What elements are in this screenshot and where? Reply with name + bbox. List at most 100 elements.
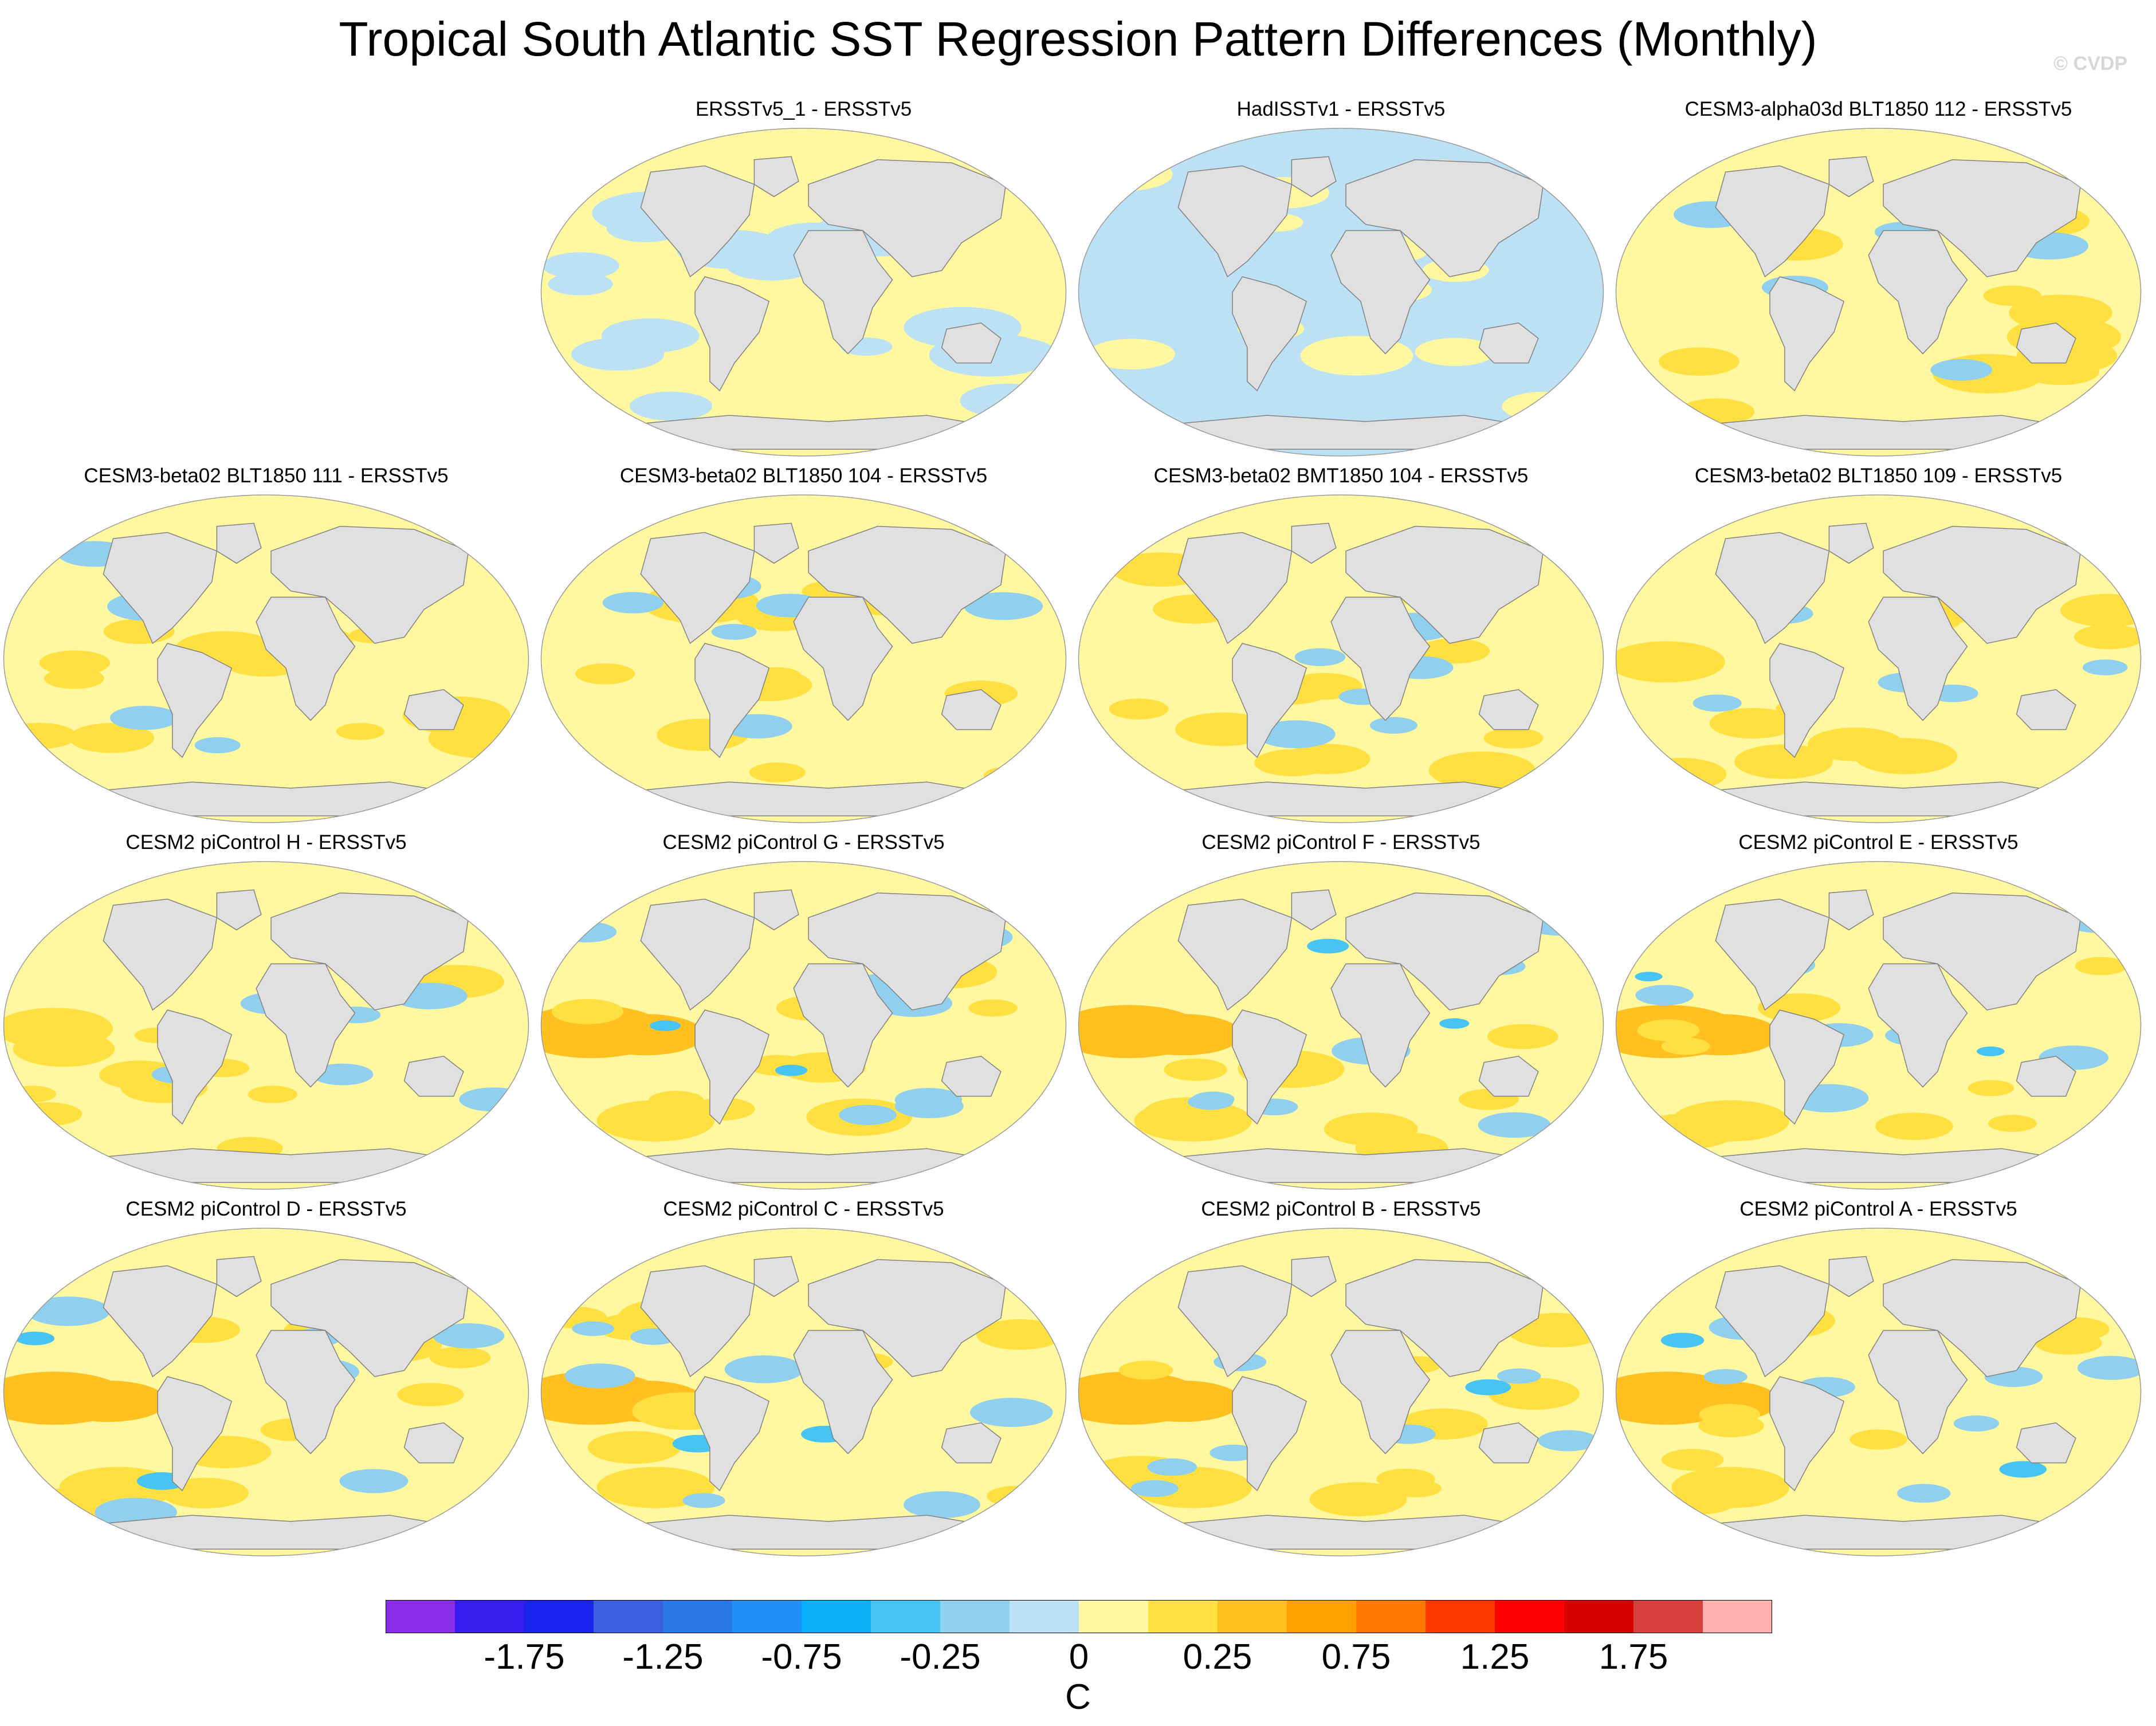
- landmass-eurasia: [1883, 526, 2082, 644]
- anomaly-region: [2075, 957, 2127, 976]
- colorbar-tick-label: -0.25: [900, 1637, 981, 1677]
- anomaly-region: [1391, 1479, 1442, 1497]
- anomaly-region: [1187, 1094, 1234, 1110]
- anomaly-region: [1999, 1461, 2047, 1478]
- anomaly-region: [1209, 1444, 1257, 1461]
- colorbar-swatch: [1425, 1600, 1495, 1633]
- colorbar-swatch: [1633, 1600, 1703, 1633]
- landmass-africa: [1330, 1330, 1431, 1454]
- world-map: [540, 861, 1067, 1190]
- panel-title: CESM3-beta02 BLT1850 111 - ERSSTv5: [84, 465, 449, 487]
- map-border: [1615, 494, 2142, 823]
- colorbar-tick-label: -1.25: [622, 1637, 704, 1677]
- colorbar-swatch: [1287, 1600, 1356, 1633]
- anomaly-region: [976, 1319, 1063, 1350]
- anomaly-region: [14, 1102, 83, 1126]
- anomaly-region: [1483, 728, 1544, 749]
- landmass-greenland: [1291, 1256, 1337, 1298]
- anomaly-region: [1163, 1106, 1240, 1134]
- landmass-eurasia: [1345, 893, 1544, 1011]
- anomaly-region: [13, 1031, 115, 1067]
- anomaly-region: [1635, 985, 1694, 1006]
- landmass-africa: [256, 1330, 356, 1454]
- landmass-eurasia: [1345, 1259, 1544, 1377]
- landmass-africa: [793, 1330, 893, 1454]
- landmass-eurasia: [270, 1259, 469, 1377]
- landmass-australia: [2016, 689, 2076, 730]
- panel-title: CESM2 piControl E - ERSSTv5: [1738, 831, 2018, 854]
- anomaly-region: [1164, 1058, 1228, 1081]
- landmass-northAmerica: [1177, 898, 1293, 1011]
- anomaly-region: [433, 1323, 505, 1348]
- landmass-antarctica: [1167, 781, 1540, 816]
- anomaly-region: [1124, 1381, 1242, 1422]
- colorbar-swatch: [1148, 1600, 1218, 1633]
- landmass-greenland: [216, 889, 262, 931]
- anomaly-region: [248, 1086, 298, 1103]
- landmass-antarctica: [630, 1148, 1003, 1183]
- landmass-australia: [2016, 1055, 2076, 1097]
- panel-title: CESM2 piControl F - ERSSTv5: [1201, 831, 1480, 854]
- landmass-australia: [941, 689, 1002, 730]
- anomaly-region: [1875, 1112, 1953, 1141]
- landmass-africa: [1330, 596, 1431, 721]
- world-map: [3, 861, 529, 1190]
- landmass-australia: [2016, 1422, 2076, 1464]
- anomaly-region: [1616, 641, 1725, 683]
- anomaly-region: [630, 391, 713, 421]
- anomaly-region: [26, 1296, 110, 1326]
- anomaly-region: [1369, 717, 1418, 734]
- anomaly-region: [472, 1276, 521, 1293]
- map-border: [540, 861, 1067, 1190]
- anomaly-region: [1734, 744, 1833, 779]
- panel-title: HadISSTv1 - ERSSTv5: [1236, 98, 1446, 120]
- landmass-northAmerica: [1715, 1265, 1830, 1378]
- anomaly-region: [1988, 1115, 2037, 1132]
- landmass-antarctica: [92, 781, 465, 816]
- anomaly-region: [548, 272, 613, 296]
- map-border: [540, 494, 1067, 823]
- anomaly-region: [1497, 1368, 1541, 1384]
- landmass-southAmerica: [694, 276, 770, 392]
- map-border: [1615, 1228, 2142, 1556]
- colorbar-swatch: [524, 1600, 594, 1633]
- anomaly-region: [970, 1398, 1053, 1427]
- anomaly-region: [3, 765, 68, 789]
- anomaly-region: [839, 1104, 897, 1125]
- world-map: [3, 494, 529, 823]
- world-map: [1078, 494, 1604, 823]
- landmass-northAmerica: [1715, 898, 1830, 1011]
- landmass-northAmerica: [103, 532, 218, 644]
- anomaly-region: [1635, 972, 1663, 982]
- landmass-southAmerica: [1232, 276, 1307, 392]
- anomaly-region: [2082, 659, 2128, 675]
- anomaly-region: [602, 592, 663, 614]
- anomaly-region: [1130, 1480, 1179, 1497]
- map-border: [1078, 494, 1604, 823]
- map-panel: CESM2 piControl D - ERSSTv5: [1, 1197, 531, 1564]
- landmass-southAmerica: [157, 643, 233, 758]
- colorbar-tick-label: 0.75: [1321, 1637, 1391, 1677]
- landmass-eurasia: [808, 893, 1007, 1011]
- world-map: [3, 1228, 529, 1556]
- landmass-antarctica: [1167, 1148, 1540, 1183]
- landmass-eurasia: [1883, 159, 2082, 277]
- landmass-africa: [1868, 963, 1968, 1088]
- landmass-eurasia: [270, 893, 469, 1011]
- landmass-northAmerica: [1715, 532, 1830, 644]
- anomaly-region: [2035, 1331, 2102, 1355]
- landmass-antarctica: [92, 1148, 465, 1183]
- map-panel: CESM2 piControl G - ERSSTv5: [539, 831, 1069, 1197]
- map-border: [540, 1228, 1067, 1556]
- colorbar-frame: [386, 1600, 1772, 1633]
- landmass-australia: [403, 689, 464, 730]
- landmass-africa: [1330, 230, 1431, 355]
- map-border: [540, 128, 1067, 457]
- landmass-greenland: [753, 156, 799, 198]
- anomaly-region: [1697, 1469, 1768, 1495]
- colorbar-tick-label: 0: [1069, 1637, 1089, 1677]
- anomaly-region: [1698, 1414, 1764, 1437]
- map-panel: CESM3-alpha03d BLT1850 112 - ERSSTv5: [1613, 97, 2143, 464]
- landmass-antarctica: [1167, 415, 1540, 450]
- anomaly-region: [1660, 1332, 1705, 1348]
